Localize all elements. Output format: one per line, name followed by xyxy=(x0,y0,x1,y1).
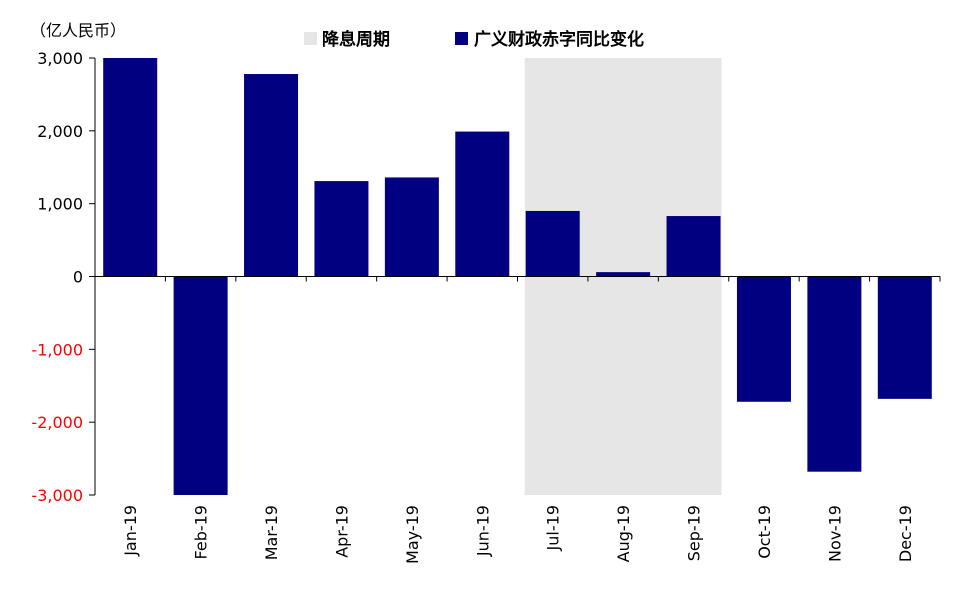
y-tick-label: -1,000 xyxy=(31,340,83,359)
bar-may-19 xyxy=(384,177,439,277)
bar-jul-19 xyxy=(525,210,580,277)
legend-swatch-series xyxy=(455,32,468,45)
y-tick-label: 1,000 xyxy=(37,195,83,214)
bar-jan-19 xyxy=(103,58,158,277)
x-tick-label: Feb-19 xyxy=(192,505,211,559)
y-tick-label: 0 xyxy=(73,268,83,287)
y-tick-label: 2,000 xyxy=(37,122,83,141)
bar-nov-19 xyxy=(807,276,862,472)
legend-label-shaded-period: 降息周期 xyxy=(322,29,390,50)
x-tick-label: May-19 xyxy=(403,505,422,564)
x-tick-label: Dec-19 xyxy=(896,505,915,562)
legend: 降息周期 广义财政赤字同比变化 xyxy=(304,29,644,50)
bar-aug-19 xyxy=(596,272,651,277)
bar-apr-19 xyxy=(314,181,369,277)
x-tick-label: Oct-19 xyxy=(755,505,774,559)
y-unit-label: （亿人民币） xyxy=(30,21,126,40)
bar-mar-19 xyxy=(244,74,299,277)
y-tick-label: -2,000 xyxy=(31,413,83,432)
bar-jun-19 xyxy=(455,131,510,277)
x-tick-label: Jun-19 xyxy=(473,505,492,557)
x-tick-label: Sep-19 xyxy=(685,505,704,561)
bars-layer xyxy=(103,58,932,495)
x-tick-label: Nov-19 xyxy=(825,505,844,562)
bar-dec-19 xyxy=(877,276,932,399)
x-tick-labels: Jan-19 Feb-19 Mar-19 Apr-19 May-19 Jun-19 Jul-… xyxy=(94,276,941,564)
x-tick-label: Jan-19 xyxy=(121,505,140,557)
x-tick-label: Mar-19 xyxy=(262,505,281,560)
legend-swatch-shaded-period xyxy=(304,32,317,45)
y-ticks: 3,000 2,000 1,000 0 -1,000 -2,000 -3,000 xyxy=(31,49,95,505)
x-tick-label: Jul-19 xyxy=(544,505,563,551)
bar-sep-19 xyxy=(666,216,721,277)
x-tick-label: Aug-19 xyxy=(614,505,633,562)
bar-oct-19 xyxy=(736,276,791,402)
x-tick-label: Apr-19 xyxy=(332,505,351,558)
y-tick-label: 3,000 xyxy=(37,49,83,68)
y-tick-label: -3,000 xyxy=(31,486,83,505)
legend-label-series: 广义财政赤字同比变化 xyxy=(474,29,644,50)
bar-feb-19 xyxy=(173,276,228,495)
